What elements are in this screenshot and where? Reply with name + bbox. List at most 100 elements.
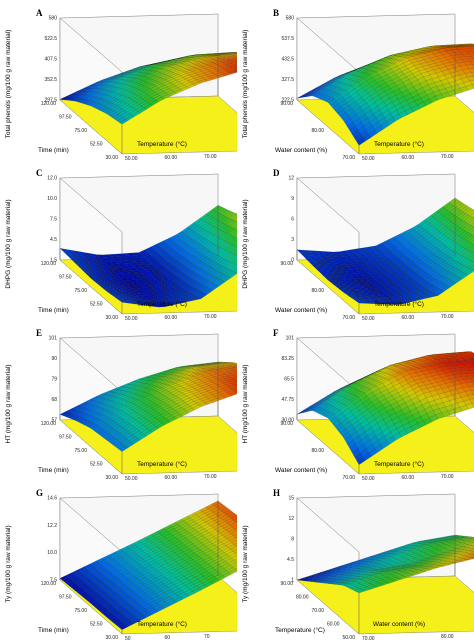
y-tick-label: 70.00 [204, 154, 217, 160]
y-axis-label: Temperature (°C) [137, 620, 187, 628]
surface-plot-B: B 222.5 327.5 432.5 537.5 580 90.00 80.00 70.00 5… [242, 8, 474, 160]
panel-letter: C [36, 168, 43, 178]
z-tick-label: 10.0 [47, 196, 57, 202]
z-tick-label: 1.5 [50, 258, 57, 264]
z-tick-label: 12 [288, 516, 294, 522]
surface-mesh [59, 205, 237, 308]
z-axis-label: HT (mg/100 g raw material) [5, 365, 12, 444]
z-axis-label: Ty (mg/100 g raw material) [242, 525, 249, 602]
x-tick-label: 97.50 [59, 595, 72, 601]
z-tick-label: 12.2 [47, 523, 57, 529]
panel-letter: E [36, 328, 42, 338]
z-tick-label: 47.75 [281, 397, 294, 403]
x-axis-label: Water content (%) [275, 467, 327, 474]
surface-mesh [296, 351, 474, 465]
panel-letter: G [36, 488, 43, 498]
y-axis-label: Temperature (°C) [374, 140, 424, 148]
z-tick-label: 7.5 [50, 217, 57, 223]
panel-letter: A [36, 8, 43, 18]
z-tick-label: 7.5 [50, 578, 57, 584]
y-tick-label: 70.00 [362, 636, 375, 640]
surface-plot-D: D03691290.0080.0070.0050.0060.0070.0080.… [242, 168, 474, 320]
z-tick-label: 222.5 [281, 98, 294, 104]
y-tick-label: 50 [125, 636, 131, 640]
x-tick-label: 90.00 [280, 261, 293, 267]
x-tick-label: 97.50 [59, 115, 72, 121]
x-axis-label: Water content (%) [275, 307, 327, 314]
surface-plot-A: A 297.5 352.5 407.5 522.5 580 120.00 97.50 75.00… [5, 8, 237, 160]
x-tick-label: 75.00 [74, 288, 87, 294]
chart-panel-D: D03691290.0080.0070.0050.0060.0070.0080.… [237, 160, 474, 320]
x-tick-label: 80.00 [311, 128, 324, 134]
z-axis-label: Total phenols (mg/100 g raw material) [242, 30, 249, 139]
z-axis-label: DHPG (mg/100 g raw material) [242, 199, 249, 288]
x-tick-label: 75.00 [74, 128, 87, 134]
z-tick-label: 1 [291, 578, 294, 584]
x-tick-label: 90.00 [280, 581, 293, 587]
surface-mesh [59, 52, 237, 125]
corner-drop-lines [358, 535, 456, 634]
x-tick-label: 52.50 [90, 462, 103, 468]
x-axis-label: Time (min) [38, 627, 69, 634]
z-tick-label: 522.5 [44, 36, 57, 42]
y-tick-label: 50.00 [125, 316, 138, 320]
x-tick-label: 80.00 [296, 595, 309, 601]
z-tick-label: 83.25 [281, 356, 294, 362]
z-axis-label: HT (mg/100 g raw material) [242, 365, 249, 444]
surface-plot-G: G 7.5 10.0 12.2 14.6 120.00 97.50 75.00 52.50 30.… [5, 488, 237, 640]
x-axis-label: Water content (%) [275, 147, 327, 154]
z-tick-label: 65.5 [284, 377, 294, 383]
x-tick-label: 75.00 [74, 608, 87, 614]
z-axis-label: Ty (mg/100 g raw material) [5, 525, 12, 602]
y-tick-label: 60.00 [165, 315, 178, 320]
x-tick-label: 90.00 [280, 421, 293, 427]
x-axis-label: Temperature (°C) [275, 626, 325, 634]
x-tick-label: 30.00 [105, 155, 118, 160]
z-tick-label: 352.5 [44, 77, 57, 83]
y-tick-label: 70.00 [441, 314, 454, 320]
panel-letter: F [273, 328, 279, 338]
z-tick-label: 580 [49, 16, 58, 22]
x-tick-label: 120.00 [41, 421, 57, 427]
x-tick-label: 52.50 [90, 142, 103, 148]
x-tick-label: 70.00 [342, 155, 355, 160]
y-tick-label: 70.00 [441, 474, 454, 480]
z-tick-label: 10.0 [47, 550, 57, 556]
z-tick-label: 432.5 [281, 57, 294, 63]
z-tick-label: 57 [51, 418, 57, 424]
z-tick-label: 9 [291, 196, 294, 202]
z-tick-label: 327.5 [281, 77, 294, 83]
x-tick-label: 50.00 [342, 635, 355, 640]
corner-drop-lines [59, 361, 219, 474]
z-tick-label: 0 [291, 258, 294, 264]
x-tick-label: 70.00 [311, 608, 324, 614]
z-axis-label: Total phenols (mg/100 g raw material) [5, 30, 12, 139]
y-tick-label: 60.00 [402, 155, 415, 160]
surface-plot-C: C 1.5 4.5 7.5 10.0 12.0 120.00 97.50 75.00 52.50 3… [5, 168, 237, 320]
x-tick-label: 70.00 [342, 315, 355, 320]
corner-drop-lines [59, 500, 219, 634]
chart-panel-F: F 30.00 47.75 65.5 83.25 101 90.00 80.00 70.00 50… [237, 320, 474, 480]
y-tick-label: 60.00 [165, 475, 178, 480]
corner-drop-lines [296, 197, 456, 314]
z-tick-label: 14.6 [47, 496, 57, 502]
x-tick-label: 30.00 [105, 315, 118, 320]
z-tick-label: 12.0 [47, 176, 57, 182]
z-tick-label: 580 [286, 16, 295, 22]
z-tick-label: 15 [288, 496, 294, 502]
x-tick-label: 120.00 [41, 581, 57, 587]
x-tick-label: 60.00 [327, 622, 340, 628]
x-tick-label: 75.00 [74, 448, 87, 454]
panel-letter: D [273, 168, 280, 178]
z-tick-label: 3 [291, 237, 294, 243]
z-tick-label: 297.5 [44, 98, 57, 104]
z-tick-label: 68 [51, 397, 57, 403]
corner-drop-lines [59, 56, 219, 154]
x-tick-label: 30.00 [105, 475, 118, 480]
chart-panel-C: C 1.5 4.5 7.5 10.0 12.0 120.00 97.50 75.00 52.50 3… [0, 160, 237, 320]
chart-panel-G: G 7.5 10.0 12.2 14.6 120.00 97.50 75.00 52.50 30.… [0, 480, 237, 640]
x-tick-label: 97.50 [59, 275, 72, 281]
surface-plot-E: E 57 68 79 90 101 120.00 97.50 75.00 52.50 30.00 50… [5, 328, 237, 480]
x-tick-label: 80.00 [311, 288, 324, 294]
